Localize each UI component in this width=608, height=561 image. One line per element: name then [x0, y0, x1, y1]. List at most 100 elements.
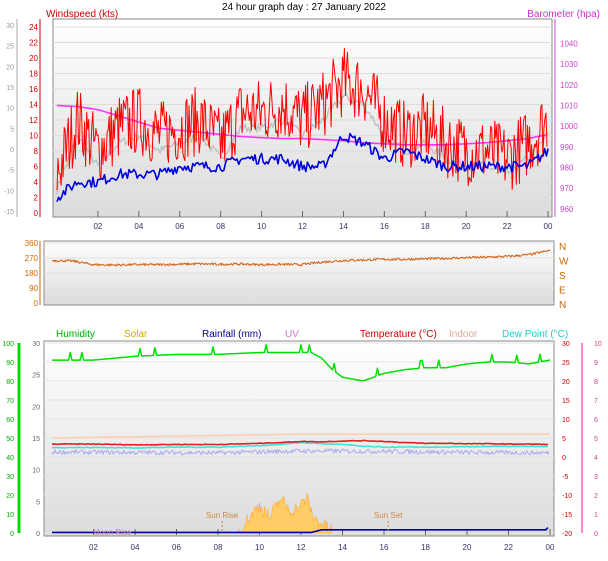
uv-trace-series	[51, 448, 550, 456]
inner-tick-label: 10	[6, 106, 14, 113]
wind-tick-label: 20	[29, 54, 38, 63]
uv-tick-label: 10	[594, 341, 602, 348]
solar-tick-label: 30	[32, 341, 40, 348]
humidity-tick-label: 0	[10, 531, 14, 538]
x-tick-label: 02	[89, 543, 98, 552]
x-tick-label: 14	[338, 543, 347, 552]
baro-tick-label: 1010	[560, 102, 578, 111]
uv-tick-label: 5	[594, 436, 598, 443]
uv-tick-label: 4	[594, 455, 598, 462]
inner-tick-label: 30	[6, 23, 14, 30]
dewpoint-series	[51, 441, 548, 450]
solar-legend: Solar	[124, 329, 148, 340]
x-tick-label: 00	[546, 543, 555, 552]
x-tick-label: 00	[544, 222, 553, 231]
humidity-tick-label: 100	[2, 341, 14, 348]
indoor-legend: Indoor	[449, 329, 478, 340]
compass-label: N	[559, 242, 566, 253]
inner-tick-label: -5	[8, 168, 14, 175]
rain-series	[52, 527, 549, 534]
wind-tick-label: 22	[29, 39, 38, 48]
chart-title: 24 hour graph day : 27 January 2022	[222, 2, 386, 13]
x-tick-label: 08	[216, 222, 225, 231]
x-tick-label: 14	[339, 222, 348, 231]
temperature-tick-label: 30	[562, 341, 570, 348]
x-tick-label: 20	[462, 222, 471, 231]
inner-tick-label: -10	[4, 188, 14, 195]
humidity-tick-label: 20	[6, 493, 14, 500]
temperature-tick-label: 15	[562, 398, 570, 405]
uv-tick-label: 3	[594, 474, 598, 481]
humidity-tick-label: 30	[6, 474, 14, 481]
x-tick-label: 16	[380, 222, 389, 231]
wind-average-series	[56, 132, 549, 202]
x-tick-label: 22	[504, 543, 513, 552]
baro-tick-label: 970	[560, 184, 574, 193]
uv-tick-label: 8	[594, 379, 598, 386]
sunset-label: Sun Set	[374, 511, 403, 520]
indoor-series	[51, 433, 550, 439]
sunrise-label: Sun Rise	[206, 511, 239, 520]
inner-tick-label: -15	[4, 209, 14, 216]
x-tick-label: 06	[172, 543, 181, 552]
temperature-tick-label: -5	[562, 474, 568, 481]
humidity-series	[52, 344, 551, 382]
x-tick-label: 04	[134, 222, 143, 231]
baro-tick-label: 960	[560, 205, 574, 214]
baro-tick-label: 1000	[560, 122, 578, 131]
compass-label: W	[559, 257, 569, 268]
uv-tick-label: 9	[594, 360, 598, 367]
x-tick-label: 02	[93, 222, 102, 231]
uv-legend: UV	[285, 329, 299, 340]
baro-tick-label: 980	[560, 164, 574, 173]
rainfall-legend: Rainfall (mm)	[202, 329, 261, 340]
baro-tick-label: 1040	[560, 40, 578, 49]
humidity-tick-label: 60	[6, 417, 14, 424]
inner-tick-label: 5	[10, 126, 14, 133]
wind-tick-label: 8	[34, 147, 39, 156]
solar-series	[238, 492, 333, 534]
direction-tick-label: 180	[25, 269, 39, 278]
inner-tick-label: 15	[6, 85, 14, 92]
solar-tick-label: 15	[32, 436, 40, 443]
humidity-tick-label: 80	[6, 379, 14, 386]
humidity-tick-label: 90	[6, 360, 14, 367]
wind-tick-label: 12	[29, 116, 38, 125]
wind-tick-label: 24	[29, 23, 38, 32]
dewpoint-legend: Dew Point (°C)	[502, 329, 568, 340]
temperature-series	[51, 439, 549, 446]
temperature-tick-label: 0	[562, 455, 566, 462]
wind-tick-label: 10	[29, 132, 38, 141]
x-tick-label: 12	[298, 222, 307, 231]
temperature-tick-label: -15	[562, 512, 572, 519]
x-tick-label: 08	[214, 543, 223, 552]
wind-tick-label: 0	[34, 209, 39, 218]
temperature-tick-label: -20	[562, 531, 572, 538]
solar-tick-label: 20	[32, 404, 40, 411]
x-tick-label: 18	[421, 543, 430, 552]
baro-tick-label: 1030	[560, 60, 578, 69]
temperature-tick-label: 5	[562, 436, 566, 443]
solar-tick-label: 5	[36, 499, 40, 506]
uv-tick-label: 6	[594, 417, 598, 424]
compass-label: N	[559, 300, 566, 311]
uv-tick-label: 1	[594, 512, 598, 519]
inner-tick-label: 0	[10, 147, 14, 154]
x-tick-label: 10	[257, 222, 266, 231]
solar-tick-label: 0	[36, 531, 40, 538]
inner-tick-label: 20	[6, 64, 14, 71]
temperature-tick-label: -10	[562, 493, 572, 500]
wind-tick-label: 18	[29, 70, 38, 79]
temperature-tick-label: 10	[562, 417, 570, 424]
temperature-legend: Temperature (°C)	[360, 329, 437, 340]
x-tick-label: 10	[255, 543, 264, 552]
compass-label: E	[559, 286, 566, 297]
wind-tick-label: 2	[34, 194, 39, 203]
wind-tick-label: 16	[29, 85, 38, 94]
uv-tick-label: 0	[594, 531, 598, 538]
humidity-tick-label: 10	[6, 512, 14, 519]
wind-tick-label: 14	[29, 101, 38, 110]
direction-tick-label: 90	[29, 284, 38, 293]
x-tick-label: 18	[421, 222, 430, 231]
